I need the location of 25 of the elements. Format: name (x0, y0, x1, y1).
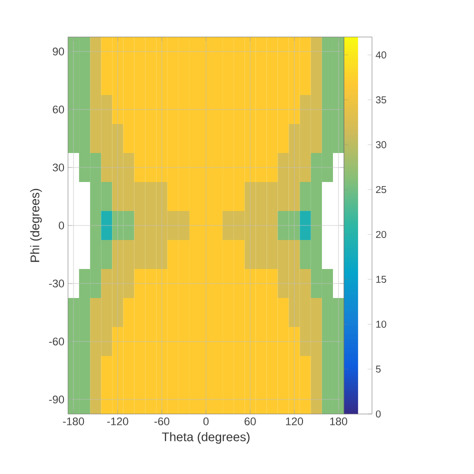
x-tick-label: 180 (330, 418, 348, 426)
y-tick-label: 60 (52, 106, 64, 114)
color-bar-label: 40 (376, 51, 386, 58)
color-bar-label: 5 (376, 366, 381, 373)
y-axis-title: Phi (degrees) (30, 188, 42, 262)
color-bar-label: 0 (376, 410, 381, 418)
color-bar-label: 10 (376, 320, 386, 328)
x-tick-label: 120 (286, 418, 304, 426)
color-bar-label: 15 (376, 276, 386, 283)
y-tick-label: 0 (58, 222, 64, 230)
x-axis-title: Theta (degrees) (162, 432, 250, 444)
y-tick-label: -90 (49, 396, 64, 404)
y-tick-label: 90 (52, 48, 64, 56)
y-tick-label: -60 (49, 338, 64, 346)
x-tick-label: -180 (63, 418, 84, 426)
color-bar-label: 30 (376, 141, 386, 148)
color-bar-label: 25 (376, 186, 386, 194)
color-bar-label: 35 (376, 96, 386, 104)
x-tick-label: -60 (154, 418, 170, 426)
y-tick-label: -30 (49, 280, 64, 288)
x-tick-label: -120 (107, 418, 128, 426)
color-bar-label: 20 (376, 230, 386, 238)
x-tick-label: 0 (203, 418, 209, 426)
x-tick-label: 60 (244, 418, 256, 426)
y-tick-label: 30 (52, 164, 64, 172)
